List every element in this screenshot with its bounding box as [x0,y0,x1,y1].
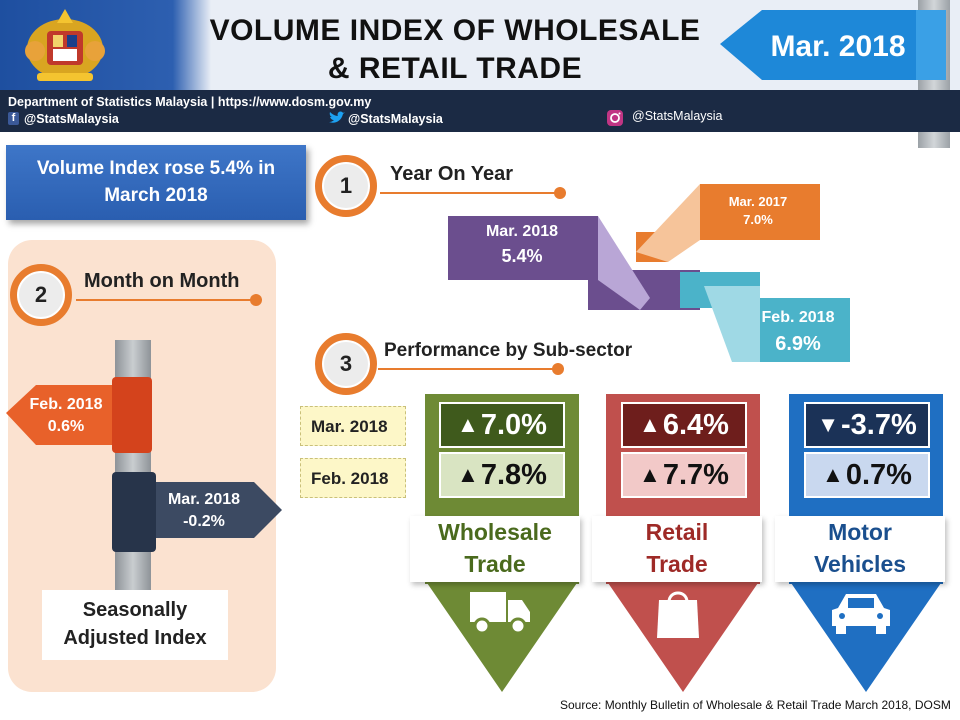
wholesale-current-value: ▲ 7.0% [439,402,565,448]
yoy-current-label: Mar. 2018 [486,223,558,240]
retail-current-value: ▲ 6.4% [621,402,747,448]
mom-previous-sign: Feb. 2018 0.6% [6,377,152,453]
wholesale-label: Wholesale Trade [410,516,580,582]
wholesale-panel-point [425,580,579,692]
title-line-1: VOLUME INDEX OF WHOLESALE [209,14,701,47]
yoy-previous-fold [704,286,760,362]
yoy-last-year-fold [636,184,700,262]
malaysia-coat-of-arms-icon [25,9,105,81]
sa-line-1: Seasonally [82,599,188,621]
truck-icon [470,592,530,635]
up-arrow-icon: ▲ [822,462,844,487]
section-number-2: 2 [10,264,72,326]
mom-title: Month on Month [84,270,240,292]
down-arrow-icon: ▼ [817,412,839,437]
shopping-bag-icon [657,591,699,638]
mom-current-sign: Mar. 2018 -0.2% [112,472,282,552]
agency-label: Department of Statistics Malaysia | http… [8,95,372,109]
facebook-handle[interactable]: @StatsMalaysia [24,112,119,126]
yoy-title-underline [380,192,558,194]
month-sign: Mar. 2018 [720,10,946,80]
mom-current-value: -0.2% [183,513,225,530]
section-number-3: 3 [315,333,377,395]
mom-title-underline [76,299,254,301]
sa-line-2: Adjusted Index [63,627,207,649]
yoy-title: Year On Year [390,163,514,185]
subsector-title: Performance by Sub-sector [384,340,633,361]
section-number-1: 1 [315,155,377,217]
mom-current-label: Mar. 2018 [168,491,240,508]
yoy-last-year-value: 7.0% [743,212,773,227]
seasonally-adjusted-box: Seasonally Adjusted Index [42,590,228,660]
wholesale-previous-value: ▲ 7.8% [439,452,565,498]
subsector-title-underline [378,368,556,370]
facebook-icon: f [8,112,19,125]
motor-previous-value: ▲ 0.7% [804,452,930,498]
up-arrow-icon: ▲ [457,412,479,437]
mom-previous-value: 0.6% [48,418,84,435]
yoy-previous-face [732,298,850,362]
up-arrow-icon: ▲ [457,462,479,487]
mom-previous-label: Feb. 2018 [30,396,103,413]
motor-panel-point [789,580,943,692]
yoy-3d-arrows: Mar. 2018 5.4% Mar. 2017 7.0% Feb. 2018 … [448,184,850,362]
instagram-handle[interactable]: @StatsMalaysia [632,109,723,123]
subsector-title-dot [552,363,564,375]
up-arrow-icon: ▲ [639,412,661,437]
retail-previous-value: ▲ 7.7% [621,452,747,498]
yoy-current-value: 5.4% [501,246,542,266]
up-arrow-icon: ▲ [639,462,661,487]
yoy-title-dot [554,187,566,199]
motor-label: Motor Vehicles [775,516,945,582]
yoy-current-face [448,216,598,280]
mom-title-dot [250,294,262,306]
month-label: Mar. 2018 [770,30,905,63]
headline-line-2: March 2018 [104,185,208,206]
agency-bar: Department of Statistics Malaysia | http… [0,90,960,132]
yoy-previous-label: Feb. 2018 [762,309,835,326]
yoy-previous-value: 6.9% [775,333,821,355]
twitter-handle[interactable]: @StatsMalaysia [348,112,443,126]
retail-label: Retail Trade [592,516,762,582]
page-title: VOLUME INDEX OF WHOLESALE & RETAIL TRADE [190,12,720,88]
legend-previous: Feb. 2018 [300,458,406,498]
instagram-icon [607,110,623,126]
car-icon [832,594,890,634]
yoy-last-year-label: Mar. 2017 [729,194,788,209]
source-note: Source: Monthly Bulletin of Wholesale & … [560,698,951,712]
legend-current: Mar. 2018 [300,406,406,446]
yoy-last-year-face [700,184,820,240]
title-line-2: & RETAIL TRADE [327,52,583,85]
headline-box: Volume Index rose 5.4% in March 2018 [6,145,306,220]
headline-line-1: Volume Index rose 5.4% in [36,158,276,179]
motor-current-value: ▼ -3.7% [804,402,930,448]
twitter-icon [329,111,345,123]
yoy-current-fold [598,216,650,310]
